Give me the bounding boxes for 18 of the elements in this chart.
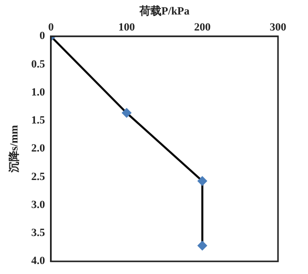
x-tick-label: 0 <box>48 22 54 34</box>
y-tick-label: 3.5 <box>31 227 46 240</box>
y-tick-label: 1.5 <box>31 114 46 127</box>
x-axis-title: 荷载P/kPa <box>138 4 190 18</box>
y-tick-label: 0.5 <box>31 58 46 70</box>
y-axis-title: 沉降s/mm <box>7 125 20 174</box>
x-tick-label: 200 <box>194 22 212 34</box>
x-tick-label: 100 <box>118 22 136 34</box>
y-tick-label: 3.0 <box>31 198 46 211</box>
y-tick-label: 1.0 <box>31 86 46 98</box>
point <box>122 108 132 118</box>
y-tick-label: 2.0 <box>31 142 46 155</box>
y-tick-label: 4.0 <box>31 255 46 268</box>
point <box>197 240 208 251</box>
y-tick-label: 0 <box>39 30 46 42</box>
y-tick-label: 2.5 <box>31 170 46 183</box>
x-tick-label: 300 <box>270 22 287 34</box>
point <box>197 176 208 186</box>
